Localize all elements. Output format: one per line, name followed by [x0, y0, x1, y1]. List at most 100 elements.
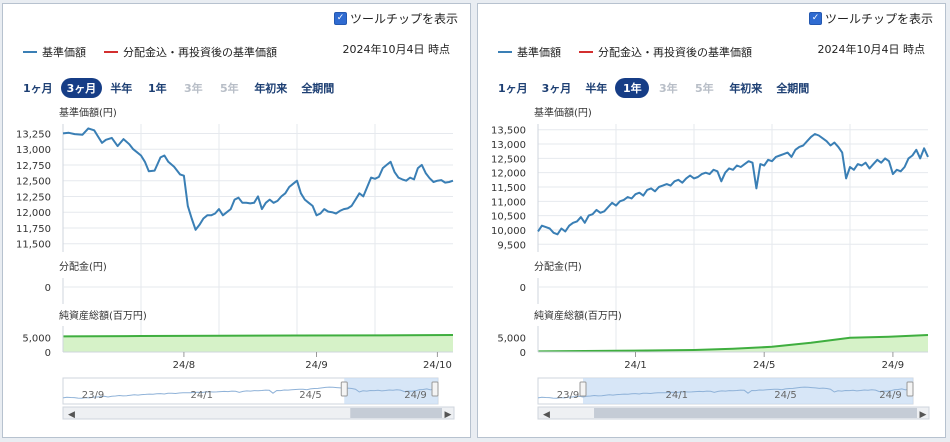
range-button-3y: 3年	[658, 82, 678, 95]
range-button-1m[interactable]: 1ヶ月	[498, 82, 528, 95]
legend: 基準価額 分配金込・再投資後の基準価額	[23, 44, 277, 60]
range-selector: 1ヶ月 3ヶ月 半年 1年 3年 5年 年初来 全期間	[492, 78, 815, 98]
tooltip-toggle-label: ツールチップを表示	[349, 12, 458, 26]
price-tick-label: 11,500	[491, 183, 526, 194]
range-button-ytd[interactable]: 年初来	[729, 82, 763, 95]
net-assets-line	[62, 334, 454, 338]
line-swatch-icon	[579, 51, 593, 53]
as-of-date: 2024年10月4日 時点	[817, 43, 926, 56]
range-button-all[interactable]: 全期間	[776, 82, 810, 95]
legend-label: 分配金込・再投資後の基準価額	[123, 46, 277, 59]
legend-label: 分配金込・再投資後の基準価額	[598, 46, 752, 59]
scroll-right-arrow-icon[interactable]: ▶	[920, 410, 927, 420]
range-button-6m[interactable]: 半年	[110, 82, 133, 95]
scroll-left-arrow-icon[interactable]: ◀	[68, 410, 75, 420]
navigator-handle-right[interactable]	[431, 381, 439, 397]
checkbox-checked-icon[interactable]: ✓	[333, 12, 347, 25]
price-tick-label: 11,750	[16, 224, 51, 235]
price-tick-label: 12,250	[16, 192, 51, 203]
net-assets-tick-label: 5,000	[22, 334, 51, 345]
line-swatch-icon	[104, 51, 118, 53]
range-button-1y[interactable]: 1年	[147, 82, 167, 95]
legend-item-nav[interactable]: 基準価額	[23, 44, 86, 60]
as-of-date: 2024年10月4日 時点	[342, 43, 451, 56]
price-tick-label: 13,250	[16, 129, 51, 140]
x-tick-label: 24/9	[305, 360, 327, 371]
range-button-ytd[interactable]: 年初来	[254, 82, 288, 95]
price-tick-label: 11,500	[16, 240, 51, 251]
checkbox-checked-icon[interactable]: ✓	[808, 12, 822, 25]
chart-svg[interactable]: 基準価額(円) 13,250 13,000 12,750 12,500 12,250 12,…	[3, 4, 470, 437]
line-swatch-icon	[498, 51, 512, 53]
navigator-scrollbar-thumb[interactable]	[594, 408, 917, 418]
legend-label: 基準価額	[42, 46, 86, 59]
navigator-handle-left[interactable]	[340, 381, 348, 397]
scroll-right-arrow-icon[interactable]: ▶	[445, 410, 452, 420]
range-button-6m[interactable]: 半年	[585, 82, 608, 95]
navigator-handle-right[interactable]	[906, 381, 914, 397]
range-button-3m[interactable]: 3ヶ月	[60, 78, 103, 98]
price-axis-title: 基準価額(円)	[534, 106, 592, 119]
navigator-tick-label: 24/5	[299, 390, 321, 401]
legend-item-reinvested[interactable]: 分配金込・再投資後の基準価額	[104, 44, 277, 60]
navigator-mini-line	[62, 386, 439, 399]
x-tick-label: 24/10	[423, 360, 452, 371]
price-tick-label: 12,500	[16, 177, 51, 188]
range-button-3m[interactable]: 3ヶ月	[541, 82, 572, 95]
chart-panel-right: ✓ ツールチップを表示 基準価額 分配金込・再投資後の基準価額 2024年10月…	[477, 3, 946, 438]
net-assets-tick-label: 0	[45, 348, 51, 359]
tooltip-toggle[interactable]: ✓ ツールチップを表示	[333, 10, 458, 27]
range-button-1y[interactable]: 1年	[615, 78, 650, 98]
legend-item-nav[interactable]: 基準価額	[498, 44, 561, 60]
net-assets-axis-title: 純資産総額(百万円)	[59, 309, 147, 322]
x-tick-label: 24/5	[753, 360, 775, 371]
price-tick-label: 13,500	[491, 126, 526, 137]
nav-price-line	[537, 133, 929, 236]
net-assets-area	[63, 335, 453, 352]
navigator-tick-label: 24/1	[666, 390, 688, 401]
line-swatch-icon	[23, 51, 37, 53]
legend-item-reinvested[interactable]: 分配金込・再投資後の基準価額	[579, 44, 752, 60]
price-tick-label: 13,000	[491, 140, 526, 151]
tooltip-toggle[interactable]: ✓ ツールチップを表示	[808, 10, 933, 27]
price-tick-label: 10,000	[491, 226, 526, 237]
distribution-axis-title: 分配金(円)	[59, 260, 107, 273]
scroll-left-arrow-icon[interactable]: ◀	[543, 410, 550, 420]
range-selector: 1ヶ月 3ヶ月 半年 1年 3年 5年 年初来 全期間	[17, 78, 340, 98]
navigator-tick-label: 24/1	[191, 390, 213, 401]
distribution-tick-label: 0	[520, 283, 526, 294]
price-tick-label: 9,500	[497, 240, 526, 251]
price-tick-label: 12,500	[491, 154, 526, 165]
distribution-axis-title: 分配金(円)	[534, 260, 582, 273]
price-tick-label: 11,000	[491, 197, 526, 208]
net-assets-line	[537, 334, 929, 353]
navigator-tick-label: 24/9	[879, 390, 901, 401]
range-button-5y: 5年	[694, 82, 714, 95]
price-tick-label: 10,500	[491, 212, 526, 223]
distribution-tick-label: 0	[45, 283, 51, 294]
navigator-handle-left[interactable]	[579, 381, 587, 397]
price-axis-title: 基準価額(円)	[59, 106, 117, 119]
nav-price-line	[62, 127, 454, 231]
x-tick-label: 24/9	[882, 360, 904, 371]
navigator-tick-label: 23/9	[557, 390, 579, 401]
navigator-selection	[583, 378, 913, 404]
net-assets-tick-label: 0	[520, 348, 526, 359]
x-tick-label: 24/1	[624, 360, 646, 371]
x-tick-label: 24/8	[173, 360, 195, 371]
chart-svg[interactable]: 基準価額(円) 13,500 13,000 12,500 12,000 11,500 11,…	[478, 4, 945, 437]
price-tick-label: 12,000	[16, 208, 51, 219]
legend-label: 基準価額	[517, 46, 561, 59]
price-tick-label: 12,000	[491, 169, 526, 180]
range-button-all[interactable]: 全期間	[301, 82, 335, 95]
net-assets-axis-title: 純資産総額(百万円)	[534, 309, 622, 322]
navigator-tick-label: 24/5	[774, 390, 796, 401]
range-button-3y: 3年	[183, 82, 203, 95]
tooltip-toggle-label: ツールチップを表示	[824, 12, 933, 26]
legend: 基準価額 分配金込・再投資後の基準価額	[498, 44, 752, 60]
net-assets-area	[538, 335, 928, 352]
navigator-scrollbar-thumb[interactable]	[350, 408, 442, 418]
range-button-1m[interactable]: 1ヶ月	[23, 82, 53, 95]
chart-panel-left: ✓ ツールチップを表示 基準価額 分配金込・再投資後の基準価額 2024年10月…	[2, 3, 471, 438]
navigator-tick-label: 23/9	[82, 390, 104, 401]
